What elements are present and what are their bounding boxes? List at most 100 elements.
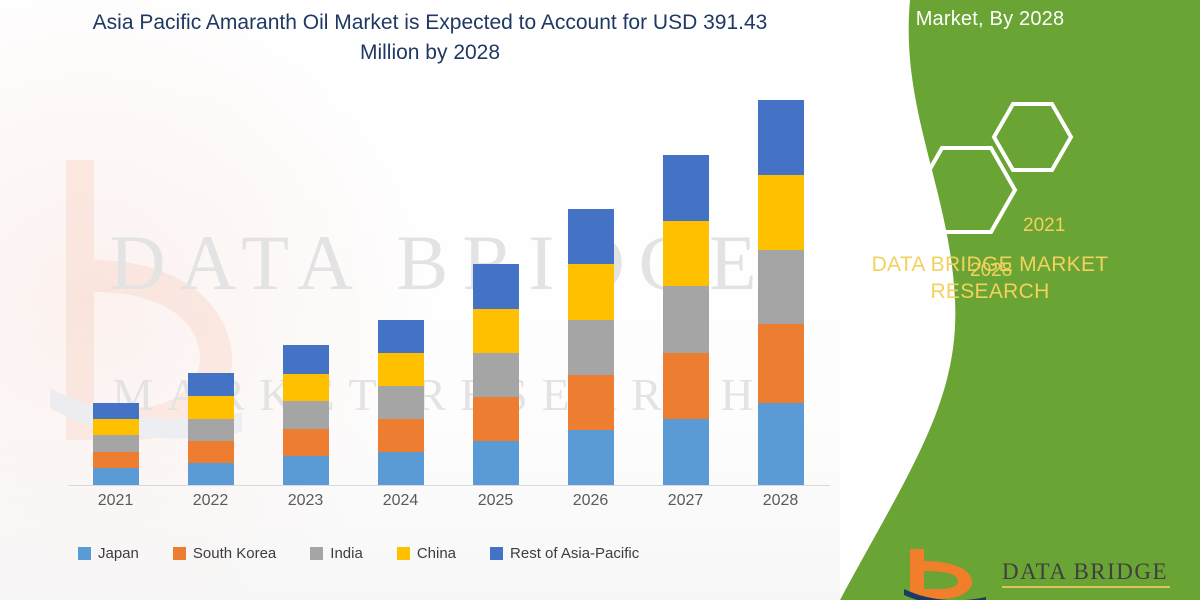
footer-logo-text: DATA BRIDGE [1002,559,1168,584]
bar-segment-south-korea [92,451,139,469]
bar-column-2026 [543,100,638,485]
bar-column-2022 [163,100,258,485]
bar-segment-japan [187,462,234,485]
bar-segment-south-korea [377,418,424,452]
bar-segment-japan [92,468,139,485]
bar-segment-india [567,319,614,375]
bar-segment-rest-of-asia-pacific [662,155,709,222]
stacked-bar [662,155,709,485]
legend-label: Rest of Asia-Pacific [510,544,640,562]
bar-segment-rest-of-asia-pacific [757,100,804,176]
stacked-bar [187,372,234,485]
bar-segment-south-korea [472,396,519,441]
brand-name-line-2: RESEARCH [930,279,1050,303]
legend-swatch-icon [490,546,504,560]
x-axis-label-2022: 2022 [192,492,229,509]
x-axis-label-2023: 2023 [287,492,324,509]
legend-swatch-icon [396,546,410,560]
bar-segment-japan [282,456,329,485]
bar-segment-china [92,418,139,436]
bar-segment-rest-of-asia-pacific [377,319,424,353]
x-axis-label-2028: 2028 [762,492,799,509]
stacked-bar [567,209,614,485]
bar-segment-china [567,264,614,320]
bar-segment-south-korea [567,374,614,430]
bar-segment-rest-of-asia-pacific [187,372,234,396]
stacked-bar [282,344,329,485]
stacked-bar [472,264,519,485]
bar-segment-south-korea [282,428,329,457]
bar-segment-india [92,435,139,452]
bar-segment-japan [567,429,614,485]
bar-segment-india [662,286,709,353]
chart-legend: Japan South Korea India China Rest of Asia-P… [78,540,808,566]
bar-segment-india [282,401,329,429]
brand-name-line-1: DATA BRIDGE MARKET [871,253,1109,276]
x-axis-label-2021: 2021 [97,492,134,509]
brand-name: DATA BRIDGE MARKET RESEARCH [780,252,1200,306]
chart-area: DATA BRIDGE MARKET RESEARCH 2021 2022 2023… [0,100,840,600]
legend-label: Japan [98,544,139,562]
bar-segment-china [282,373,329,402]
bar-segment-china [187,395,234,419]
bar-column-2024 [353,100,448,485]
panel-title: Market, By 2028 [915,8,1065,30]
bar-segment-china [472,308,519,353]
bar-column-2021 [68,100,163,485]
legend-swatch-icon [310,546,324,560]
hexagon-2028 [915,146,1018,234]
bar-column-2023 [258,100,353,485]
bar-column-2025 [448,100,543,485]
brand-panel-shape [840,0,1200,600]
bar-segment-india [472,352,519,397]
bar-segment-india [187,418,234,441]
x-axis-label-2026: 2026 [572,492,609,509]
legend-label: India [330,544,363,562]
bar-segment-japan [377,451,424,485]
legend-swatch-icon [78,546,91,560]
hexagon-2021-label: 2021 [1023,215,1066,236]
bar-segment-china [662,221,709,287]
x-axis-line [68,485,830,486]
bar-segment-japan [662,418,709,485]
bar-column-2028 [733,100,828,485]
bar-segment-japan [757,403,804,485]
brand-panel: Market, By 2028 2021 2028 DATA BRIDGE MA… [780,0,1200,600]
legend-label: China [416,544,457,562]
hexagon-2021 [991,102,1074,172]
legend-item-south-korea[interactable]: South Korea [172,544,277,562]
page-title: Asia Pacific Amaranth Oil Market is Expe… [92,11,768,65]
legend-label: South Korea [192,544,277,562]
x-axis-label-2025: 2025 [477,492,514,509]
stacked-bar [757,100,804,485]
bar-column-2027 [638,100,733,485]
bar-segment-china [377,352,424,386]
bar-segment-south-korea [662,352,709,419]
bar-segment-china [757,175,804,251]
bar-segment-rest-of-asia-pacific [472,264,519,309]
stacked-bar [92,403,139,485]
bar-series-group [68,100,828,485]
bar-segment-japan [472,440,519,485]
bar-segment-south-korea [757,323,804,404]
x-axis-labels: 2021 2022 2023 2024 2025 2026 2027 2028 [68,492,828,520]
x-axis-label-2024: 2024 [382,492,419,509]
hexagon-shapes [915,102,1074,234]
bar-segment-rest-of-asia-pacific [282,344,329,374]
legend-item-rest-of-asia-pacific[interactable]: Rest of Asia-Pacific [490,545,639,562]
legend-swatch-icon [172,546,186,560]
x-axis-label-2027: 2027 [667,492,704,509]
bar-segment-rest-of-asia-pacific [567,209,614,265]
plot-region [40,100,830,486]
hexagon-2028-label: 2028 [970,260,1013,281]
legend-item-japan[interactable]: Japan [78,545,139,562]
hexagon-group: 2021 2028 [780,90,1200,281]
bar-segment-india [377,385,424,419]
stacked-bar [377,319,424,485]
legend-item-india[interactable]: India [310,545,363,562]
bar-segment-south-korea [187,440,234,463]
bar-segment-rest-of-asia-pacific [92,403,139,419]
legend-item-china[interactable]: China [396,544,457,562]
bar-segment-india [757,250,804,324]
